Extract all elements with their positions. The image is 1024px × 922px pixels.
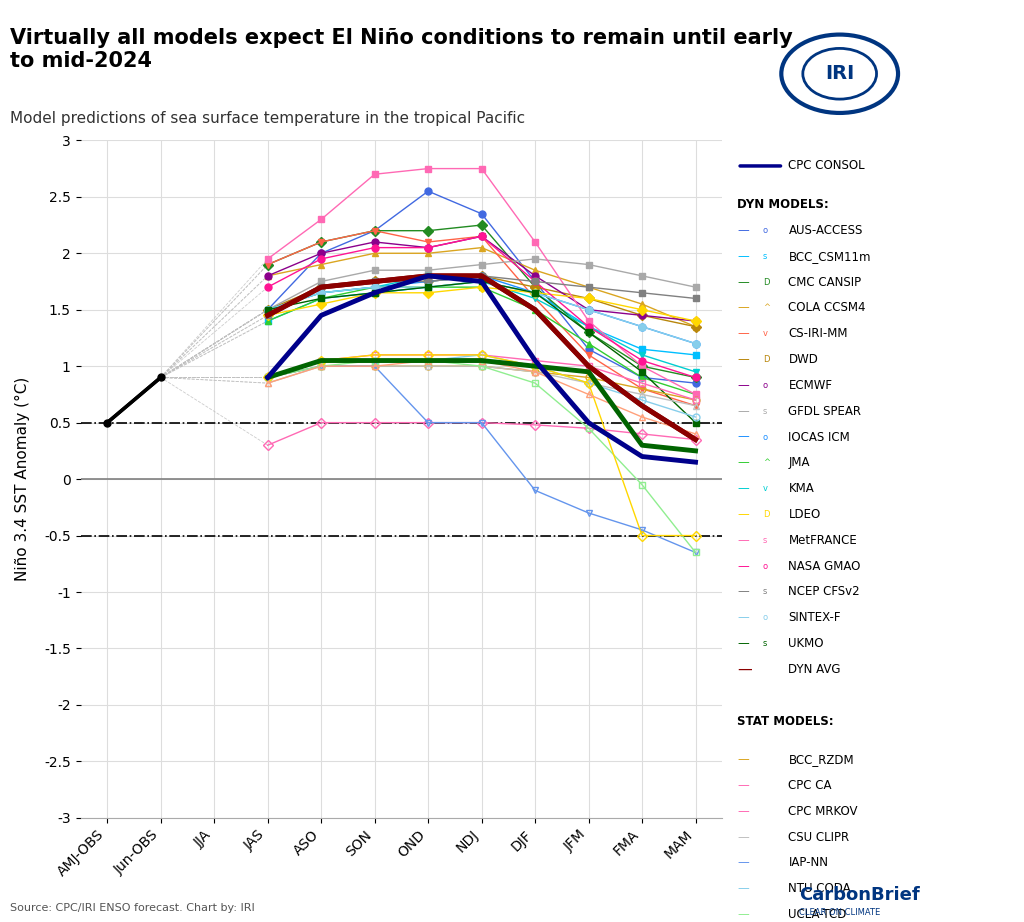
Text: —: — bbox=[737, 431, 749, 443]
Text: AUS-ACCESS: AUS-ACCESS bbox=[788, 224, 863, 237]
Text: D: D bbox=[763, 278, 769, 287]
Text: o: o bbox=[763, 381, 768, 390]
Text: —: — bbox=[737, 276, 749, 289]
Text: ECMWF: ECMWF bbox=[788, 379, 833, 392]
Text: SINTEX-F: SINTEX-F bbox=[788, 611, 841, 624]
Text: CLEAR ON CLIMATE: CLEAR ON CLIMATE bbox=[799, 908, 880, 917]
Text: CarbonBrief: CarbonBrief bbox=[799, 885, 920, 904]
Text: JMA: JMA bbox=[788, 456, 810, 469]
Text: COLA CCSM4: COLA CCSM4 bbox=[788, 301, 866, 314]
Text: —: — bbox=[737, 250, 749, 263]
Text: s: s bbox=[763, 536, 767, 545]
Text: s: s bbox=[763, 639, 767, 648]
Text: D: D bbox=[763, 510, 769, 519]
Text: DYN MODELS:: DYN MODELS: bbox=[737, 198, 829, 211]
Text: —: — bbox=[737, 805, 749, 818]
Text: CS-IRI-MM: CS-IRI-MM bbox=[788, 327, 848, 340]
Text: CPC CONSOL: CPC CONSOL bbox=[788, 160, 865, 172]
Text: o: o bbox=[763, 432, 768, 442]
Text: ^: ^ bbox=[763, 458, 770, 467]
Text: —: — bbox=[737, 508, 749, 521]
Text: BCC_RZDM: BCC_RZDM bbox=[788, 753, 854, 766]
Text: —: — bbox=[737, 637, 749, 650]
Text: v: v bbox=[763, 329, 768, 338]
Text: —: — bbox=[737, 456, 749, 469]
Text: —: — bbox=[737, 224, 749, 237]
Text: —: — bbox=[737, 753, 749, 766]
Text: s: s bbox=[763, 252, 767, 261]
Text: D: D bbox=[763, 355, 769, 364]
Text: —: — bbox=[737, 327, 749, 340]
Text: —: — bbox=[737, 585, 749, 598]
Text: —: — bbox=[737, 908, 749, 921]
Text: o: o bbox=[763, 226, 768, 235]
Text: UKMO: UKMO bbox=[788, 637, 824, 650]
Text: DYN AVG: DYN AVG bbox=[788, 663, 841, 676]
Y-axis label: Niño 3.4 SST Anomaly (°C): Niño 3.4 SST Anomaly (°C) bbox=[15, 377, 30, 581]
Text: GFDL SPEAR: GFDL SPEAR bbox=[788, 405, 861, 418]
Text: —: — bbox=[737, 301, 749, 314]
Text: o: o bbox=[763, 561, 768, 571]
Text: CMC CANSIP: CMC CANSIP bbox=[788, 276, 861, 289]
Text: Source: CPC/IRI ENSO forecast. Chart by: IRI: Source: CPC/IRI ENSO forecast. Chart by:… bbox=[10, 903, 255, 913]
Text: o: o bbox=[763, 613, 768, 622]
Text: IOCAS ICM: IOCAS ICM bbox=[788, 431, 850, 443]
Text: Virtually all models expect El Niño conditions to remain until early
to mid-2024: Virtually all models expect El Niño cond… bbox=[10, 28, 793, 71]
Text: MetFRANCE: MetFRANCE bbox=[788, 534, 857, 547]
Text: s: s bbox=[763, 587, 767, 597]
Text: —: — bbox=[737, 534, 749, 547]
Text: —: — bbox=[737, 379, 749, 392]
Text: Model predictions of sea surface temperature in the tropical Pacific: Model predictions of sea surface tempera… bbox=[10, 111, 525, 125]
Text: s: s bbox=[763, 407, 767, 416]
Text: NTU CODA: NTU CODA bbox=[788, 882, 851, 895]
Text: DWD: DWD bbox=[788, 353, 818, 366]
Text: NASA GMAO: NASA GMAO bbox=[788, 560, 861, 573]
Text: LDEO: LDEO bbox=[788, 508, 820, 521]
Text: —: — bbox=[737, 611, 749, 624]
Text: IRI: IRI bbox=[825, 65, 854, 83]
Text: STAT MODELS:: STAT MODELS: bbox=[737, 715, 834, 727]
Text: —: — bbox=[737, 831, 749, 844]
Text: BCC_CSM11m: BCC_CSM11m bbox=[788, 250, 871, 263]
Text: —: — bbox=[737, 482, 749, 495]
Text: —: — bbox=[737, 353, 749, 366]
Text: —: — bbox=[737, 857, 749, 869]
Text: UCLA-TCD: UCLA-TCD bbox=[788, 908, 847, 921]
Text: KMA: KMA bbox=[788, 482, 814, 495]
Text: NCEP CFSv2: NCEP CFSv2 bbox=[788, 585, 860, 598]
Text: v: v bbox=[763, 484, 768, 493]
Text: —: — bbox=[737, 405, 749, 418]
Text: —: — bbox=[737, 882, 749, 895]
Text: ^: ^ bbox=[763, 303, 770, 313]
Text: —: — bbox=[737, 560, 749, 573]
Text: CPC MRKOV: CPC MRKOV bbox=[788, 805, 858, 818]
Text: —: — bbox=[737, 662, 752, 677]
Text: —: — bbox=[737, 779, 749, 792]
Text: IAP-NN: IAP-NN bbox=[788, 857, 828, 869]
Text: CPC CA: CPC CA bbox=[788, 779, 831, 792]
Text: CSU CLIPR: CSU CLIPR bbox=[788, 831, 850, 844]
